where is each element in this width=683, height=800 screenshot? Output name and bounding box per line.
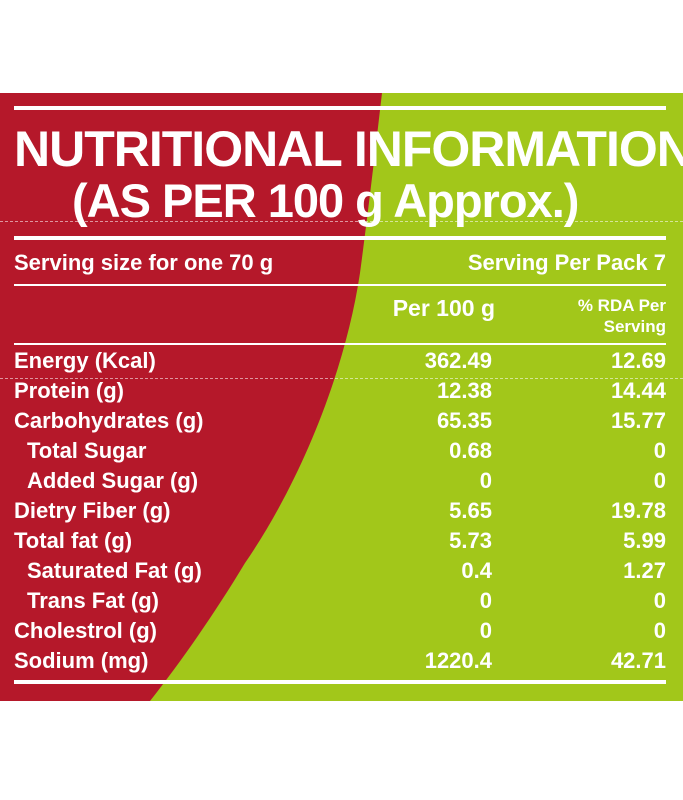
bottom-rule bbox=[14, 680, 666, 684]
per-100g-value: 0.4 bbox=[461, 558, 492, 583]
per-100g-value: 5.65 bbox=[449, 498, 492, 523]
per-100g-value: 0.68 bbox=[449, 438, 492, 463]
rda-value: 12.69 bbox=[610, 348, 666, 373]
table-row: Saturated Fat (g) 0.4 1.27 bbox=[14, 556, 666, 586]
rda-value: 0 bbox=[653, 618, 666, 643]
per-100g-value: 65.35 bbox=[436, 408, 492, 433]
rda-value: 5.99 bbox=[623, 528, 666, 553]
rda-value: 15.77 bbox=[610, 408, 666, 433]
table-row: Dietry Fiber (g) 5.65 19.78 bbox=[14, 496, 666, 526]
serving-size-text: Serving size for one 70 g bbox=[14, 250, 274, 275]
per-100g-value: 0 bbox=[479, 618, 492, 643]
nutrition-panel: NUTRITIONAL INFORMATION (AS PER 100 g Ap… bbox=[0, 93, 683, 701]
dashed-guide-1 bbox=[0, 221, 683, 222]
nutrient-name: Added Sugar (g) bbox=[27, 468, 199, 493]
nutrient-table: Energy (Kcal) 362.49 12.69 Protein (g) 1… bbox=[14, 346, 666, 676]
rda-value: 0 bbox=[653, 588, 666, 613]
per-100g-value: 0 bbox=[479, 588, 492, 613]
nutrient-name: Total Sugar bbox=[27, 438, 147, 463]
column-header-per-100g: Per 100 g bbox=[392, 295, 495, 321]
rda-value: 1.27 bbox=[623, 558, 666, 583]
header-bottom-rule bbox=[14, 343, 666, 345]
nutrient-name: Sodium (mg) bbox=[14, 648, 149, 673]
table-row: Protein (g) 12.38 14.44 bbox=[14, 376, 666, 406]
rda-value: 19.78 bbox=[610, 498, 666, 523]
serving-per-pack-text: Serving Per Pack 7 bbox=[467, 250, 666, 275]
rda-value: 14.44 bbox=[610, 378, 666, 403]
nutrient-name: Carbohydrates (g) bbox=[14, 408, 204, 433]
title-line-2: (AS PER 100 g Approx.) bbox=[72, 174, 579, 227]
per-100g-value: 0 bbox=[479, 468, 492, 493]
per-100g-value: 1220.4 bbox=[424, 648, 492, 673]
title-line-1: NUTRITIONAL INFORMATION bbox=[14, 121, 683, 177]
nutrient-name: Cholestrol (g) bbox=[14, 618, 157, 643]
per-100g-value: 12.38 bbox=[436, 378, 492, 403]
nutrient-name: Protein (g) bbox=[14, 378, 124, 403]
table-row: Trans Fat (g) 0 0 bbox=[14, 586, 666, 616]
table-row: Added Sugar (g) 0 0 bbox=[14, 466, 666, 496]
column-header-rda: % RDA Per Serving bbox=[578, 295, 666, 337]
table-row: Sodium (mg) 1220.4 42.71 bbox=[14, 646, 666, 676]
table-row: Energy (Kcal) 362.49 12.69 bbox=[14, 346, 666, 376]
dashed-guide-2 bbox=[0, 378, 683, 379]
two-tone-background bbox=[0, 93, 683, 701]
rda-value: 0 bbox=[653, 468, 666, 493]
nutrient-name: Trans Fat (g) bbox=[27, 588, 160, 613]
rda-value: 42.71 bbox=[610, 648, 666, 673]
nutrient-name: Saturated Fat (g) bbox=[27, 558, 202, 583]
top-rule bbox=[14, 106, 666, 110]
serving-bottom-rule bbox=[14, 284, 666, 286]
title-bottom-rule bbox=[14, 236, 666, 240]
table-row: Total fat (g) 5.73 5.99 bbox=[14, 526, 666, 556]
nutrient-name: Dietry Fiber (g) bbox=[14, 498, 171, 523]
nutrient-name: Total fat (g) bbox=[14, 528, 133, 553]
nutrient-name: Energy (Kcal) bbox=[14, 348, 156, 373]
red-background-shape bbox=[0, 93, 382, 701]
rda-value: 0 bbox=[653, 438, 666, 463]
table-row: Cholestrol (g) 0 0 bbox=[14, 616, 666, 646]
table-row: Total Sugar 0.68 0 bbox=[14, 436, 666, 466]
column-header-rda-line1: % RDA Per bbox=[577, 296, 666, 315]
column-header-rda-line2: Serving bbox=[603, 317, 666, 336]
per-100g-value: 5.73 bbox=[449, 528, 492, 553]
table-row: Carbohydrates (g) 65.35 15.77 bbox=[14, 406, 666, 436]
per-100g-value: 362.49 bbox=[424, 348, 492, 373]
